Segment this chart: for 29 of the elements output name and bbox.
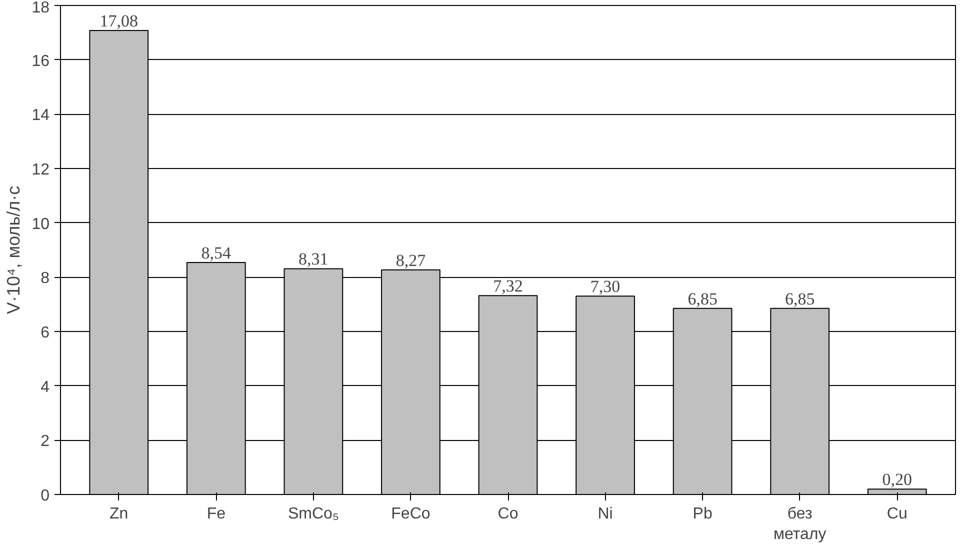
x-tick-label: SmCo₅ <box>288 506 339 522</box>
data-label: 8,31 <box>298 250 328 269</box>
y-tick-label: 18 <box>32 0 50 16</box>
x-tick-label: Ni <box>598 506 613 522</box>
data-label: 6,85 <box>784 289 815 308</box>
data-label: 0,20 <box>882 470 912 490</box>
x-tick-label: FeCo <box>391 506 430 522</box>
data-label: 7,30 <box>590 277 620 296</box>
data-label: 17,08 <box>100 11 138 30</box>
x-tick-label: Pb <box>692 506 712 522</box>
y-tick-label: 4 <box>40 378 50 396</box>
data-label: 6,85 <box>688 289 718 308</box>
x-tick-label: без металу <box>773 506 826 543</box>
data-label: 8,54 <box>201 243 232 262</box>
x-tick-label: Cu <box>886 506 908 522</box>
x-tick-label: Fe <box>206 506 226 522</box>
y-axis-title: V·10⁴, моль/л·с <box>4 186 24 314</box>
data-label: 7,32 <box>493 276 523 296</box>
x-tick-label: Zn <box>110 506 128 522</box>
y-tick-label: 6 <box>40 324 50 342</box>
y-tick-label: 10 <box>32 216 50 233</box>
y-tick-label: 8 <box>40 270 50 288</box>
y-tick-label: 16 <box>32 52 50 70</box>
y-tick-label: 14 <box>32 107 50 124</box>
data-label: 8,27 <box>396 250 426 270</box>
y-tick-label: 2 <box>40 433 50 450</box>
y-tick-label: 0 <box>40 488 50 504</box>
y-tick-label: 12 <box>32 162 50 178</box>
x-tick-label: Co <box>498 506 518 522</box>
